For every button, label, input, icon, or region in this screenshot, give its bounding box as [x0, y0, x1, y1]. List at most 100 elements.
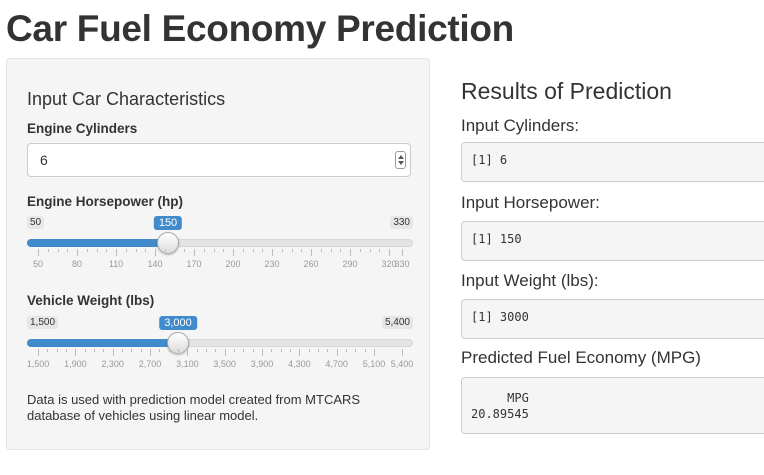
slider-minor-tick: [174, 249, 176, 252]
slider-minor-tick: [243, 349, 245, 352]
slider-minor-tick: [271, 349, 273, 352]
slider-tick-label: 2,300: [101, 359, 124, 369]
slider-tick-label: 1,900: [64, 359, 87, 369]
slider-tick-label: 4,300: [288, 359, 311, 369]
slider-minor-tick: [56, 349, 58, 352]
slider-minor-tick: [320, 249, 322, 252]
slider-tick: [374, 349, 375, 356]
slider-tick: [150, 349, 151, 356]
slider-minor-tick: [168, 349, 170, 352]
slider-tick: [389, 249, 390, 256]
slider-tick-label: 3,900: [250, 359, 274, 369]
slider-tick-label: 110: [108, 259, 124, 269]
slider-minor-tick: [96, 249, 98, 252]
mpg-result-label: Predicted Fuel Economy (MPG): [461, 348, 701, 367]
cylinders-value: 6: [40, 152, 48, 168]
cylinders-result-label: Input Cylinders:: [461, 116, 580, 135]
slider-minor-tick: [330, 249, 332, 252]
slider-tick-label: 290: [342, 259, 358, 269]
slider-minor-tick: [164, 249, 166, 252]
slider-minor-tick: [66, 349, 67, 352]
slider-minor-tick: [122, 349, 123, 352]
slider-tick: [194, 249, 195, 256]
slider-minor-tick: [234, 349, 235, 352]
slider-tick: [262, 349, 263, 356]
horsepower-output: [1] 150: [461, 221, 764, 261]
slider-minor-tick: [242, 249, 244, 252]
slider-minor-tick: [131, 349, 133, 352]
slider-tick: [77, 249, 78, 256]
slider-tick-label: 320: [381, 259, 397, 269]
slider-tick-label: 2,700: [138, 359, 162, 369]
cylinders-input[interactable]: 6: [27, 143, 411, 177]
slider-min-label: 50: [27, 216, 45, 229]
slider-minor-tick: [67, 249, 69, 252]
input-panel: Input Car Characteristics Engine Cylinde…: [6, 58, 430, 450]
slider-tick-label: 260: [303, 259, 319, 269]
slider-fill: [27, 339, 178, 347]
slider-minor-tick: [308, 349, 310, 352]
mpg-output: MPG 20.89545: [461, 377, 764, 434]
slider-minor-tick: [369, 249, 371, 252]
slider-value-label: 3,000: [159, 316, 197, 330]
slider-minor-tick: [223, 249, 225, 252]
slider-tick: [233, 249, 234, 256]
slider-minor-tick: [103, 349, 105, 352]
slider-max-label: 330: [390, 216, 413, 229]
slider-tick: [350, 249, 351, 256]
slider-ticks: 50 80 110 140 170 200 230 260 290 320 330: [27, 249, 413, 269]
slider-minor-tick: [281, 249, 283, 252]
slider-minor-tick: [327, 349, 329, 352]
slider-tick: [336, 349, 338, 356]
slider-minor-tick: [215, 349, 217, 352]
slider-minor-tick: [318, 349, 319, 352]
slider-tick-label: 200: [225, 259, 241, 269]
slider-tick: [112, 349, 114, 356]
slider-tick-label: 5,100: [362, 359, 386, 369]
slider-minor-tick: [135, 249, 137, 252]
slider-minor-tick: [364, 349, 366, 352]
slider-minor-tick: [340, 249, 342, 252]
slider-minor-tick: [86, 249, 88, 252]
slider-minor-tick: [290, 349, 291, 352]
slider-tick-label: 230: [264, 259, 280, 269]
slider-value-label: 150: [153, 216, 183, 230]
slider-min-label: 1,500: [27, 316, 59, 329]
weight-slider[interactable]: 1,500 5,400 3,000 1,500 1,900 2,300 2,700 3,…: [27, 316, 413, 376]
slider-minor-tick: [262, 249, 264, 252]
slider-fill: [27, 239, 168, 247]
slider-minor-tick: [145, 249, 147, 252]
slider-tick-label: 170: [186, 259, 202, 269]
slider-tick-label: 5,400: [390, 359, 414, 369]
slider-tick-label: 50: [32, 259, 44, 269]
results-heading: Results of Prediction: [461, 78, 672, 104]
slider-minor-tick: [140, 349, 142, 352]
page-title: Car Fuel Economy Prediction: [6, 8, 514, 49]
slider-minor-tick: [301, 249, 303, 252]
cylinders-label: Engine Cylinders: [27, 121, 138, 136]
slider-minor-tick: [84, 349, 86, 352]
up-down-spinner-icon[interactable]: [395, 151, 406, 169]
slider-tick: [116, 249, 117, 256]
slider-minor-tick: [47, 349, 49, 352]
slider-tick-label: 3,500: [213, 359, 236, 369]
slider-minor-tick: [355, 349, 357, 352]
slider-handle[interactable]: [167, 332, 189, 354]
slider-tick-label: 4,700: [325, 359, 348, 369]
slider-tick: [187, 349, 189, 356]
slider-tick-label: 3,100: [176, 359, 199, 369]
slider-max-label: 5,400: [381, 316, 413, 329]
slider-minor-tick: [203, 249, 205, 252]
slider-minor-tick: [178, 349, 179, 352]
slider-minor-tick: [106, 249, 108, 252]
slider-minor-tick: [359, 249, 361, 252]
slider-tick-label: 330: [394, 259, 410, 269]
slider-minor-tick: [280, 349, 282, 352]
slider-tick: [155, 249, 156, 256]
slider-tick: [311, 249, 312, 256]
slider-minor-tick: [94, 349, 95, 352]
cylinders-output: [1] 6: [461, 142, 764, 182]
horsepower-slider[interactable]: 50 330 150 50 80 110 140 170 200 230 260 290 320 3…: [27, 216, 413, 276]
slider-handle[interactable]: [157, 232, 179, 254]
slider-minor-tick: [206, 349, 207, 352]
